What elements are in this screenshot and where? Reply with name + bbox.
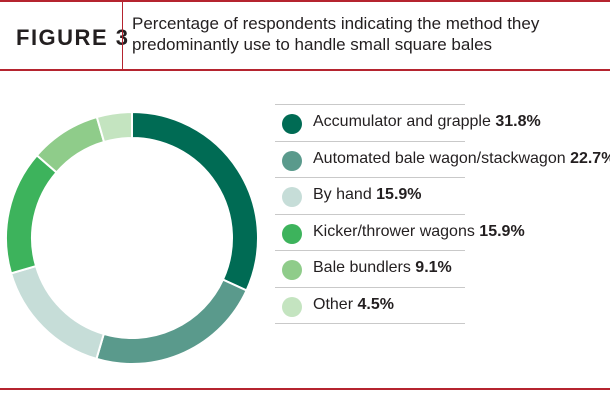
legend-value: 22.7% <box>570 149 610 167</box>
legend-divider-4 <box>275 250 465 251</box>
legend-entry: Other 4.5% <box>313 296 394 314</box>
legend-divider-5 <box>275 286 465 288</box>
legend-item: Other 4.5% <box>275 292 605 322</box>
legend-divider-2 <box>275 177 465 178</box>
legend-swatch <box>282 187 302 207</box>
chart-title: Percentage of respondents indicating the… <box>132 14 540 54</box>
legend-divider-1 <box>275 140 465 142</box>
legend-divider-0 <box>275 104 465 105</box>
legend-swatch <box>282 296 302 317</box>
legend-item: Accumulator and grapple 31.8% <box>275 109 605 139</box>
donut-slice-5 <box>95 110 133 144</box>
legend-entry: Accumulator and grapple 31.8% <box>313 113 541 131</box>
legend-label: Other <box>313 295 358 313</box>
legend-value: 15.9% <box>376 186 422 203</box>
donut-slice-1 <box>95 278 248 365</box>
legend-item: By hand 15.9% <box>275 182 605 212</box>
legend-value: 15.9% <box>479 222 525 240</box>
legend-label: By hand <box>313 186 377 203</box>
donut-slice-3 <box>5 153 58 275</box>
figure-header: FIGURE 3 Percentage of respondents indic… <box>0 2 610 69</box>
donut-slice-0 <box>131 110 259 292</box>
legend-swatch <box>282 223 302 244</box>
legend-entry: Automated bale wagon/stackwagon 22.7% <box>313 150 610 168</box>
top-rule <box>0 0 610 2</box>
donut-chart <box>5 110 259 365</box>
donut-slice-4 <box>35 115 106 174</box>
legend-value: 31.8% <box>495 113 541 130</box>
bottom-rule <box>0 388 610 390</box>
legend-value: 9.1% <box>415 259 452 276</box>
legend-swatch <box>282 260 302 280</box>
legend-item: Automated bale wagon/stackwagon 22.7% <box>275 146 610 176</box>
legend-item: Kicker/thrower wagons 15.9% <box>275 219 605 249</box>
legend-label: Accumulator and grapple <box>313 113 496 130</box>
legend-entry: Kicker/thrower wagons 15.9% <box>313 223 525 241</box>
donut-slice-2 <box>9 264 106 361</box>
legend-label: Kicker/thrower wagons <box>313 222 480 240</box>
header-divider <box>122 2 123 69</box>
header-rule <box>0 69 610 71</box>
legend-swatch <box>282 150 302 171</box>
legend-item: Bale bundlers 9.1% <box>275 255 605 285</box>
legend-divider-3 <box>275 213 465 215</box>
legend-label: Bale bundlers <box>313 259 416 276</box>
legend-swatch <box>282 114 302 134</box>
legend-entry: By hand 15.9% <box>313 186 422 204</box>
legend-value: 4.5% <box>357 295 394 313</box>
legend-label: Automated bale wagon/stackwagon <box>313 149 571 167</box>
legend-entry: Bale bundlers 9.1% <box>313 259 452 277</box>
figure-label: FIGURE 3 <box>16 25 130 50</box>
legend-divider-6 <box>275 323 465 324</box>
